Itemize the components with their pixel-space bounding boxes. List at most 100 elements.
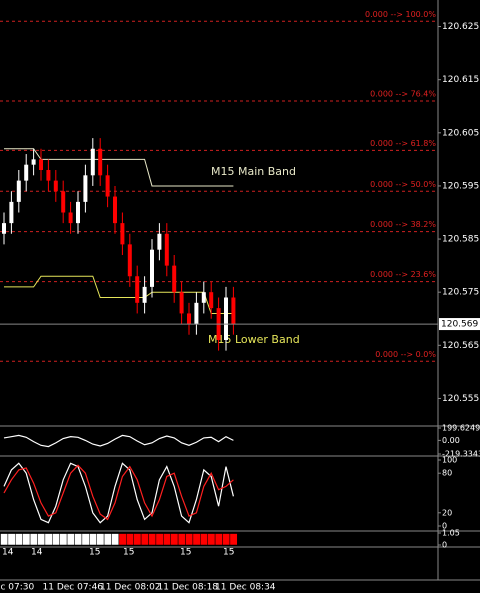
bar	[177, 533, 186, 546]
bar	[170, 533, 179, 546]
y-tick-label: 199.6249	[442, 424, 480, 433]
bar	[66, 533, 75, 546]
bar	[163, 533, 171, 546]
bar	[96, 533, 105, 546]
candle-body	[194, 302, 199, 325]
y-tick-label: -219.3343	[442, 450, 480, 459]
fib-label: 0.000 --> 0.0%	[375, 350, 436, 359]
bar	[140, 533, 149, 546]
y-tick-label: 120.625	[442, 22, 479, 32]
candle-body	[120, 223, 125, 245]
candle-body	[135, 276, 140, 303]
bar	[229, 533, 238, 546]
y-tick-label: 120.585	[442, 235, 479, 245]
y-tick-label: 120.565	[442, 341, 479, 351]
y-tick-label: 120.595	[442, 181, 479, 191]
y-tick-label: 120.575	[442, 288, 479, 298]
band-label: M15 Lower Band	[208, 333, 300, 346]
bar	[81, 533, 90, 546]
candle-body	[53, 180, 58, 192]
candle-body	[224, 297, 228, 340]
x-tick-label: 11 Dec 07:46	[43, 583, 104, 593]
current-price-box	[439, 318, 480, 331]
bar	[118, 533, 127, 546]
bar	[222, 533, 231, 546]
candle-body	[172, 265, 177, 293]
bar	[155, 533, 164, 546]
bar	[7, 533, 16, 546]
candle-body	[164, 233, 169, 266]
candle-body	[31, 159, 36, 165]
bar	[111, 533, 120, 546]
session-label: 15	[89, 548, 100, 558]
candle-body	[127, 244, 132, 277]
bar	[37, 533, 46, 546]
candle-body	[39, 159, 43, 170]
bar	[0, 533, 9, 546]
fib-label: 0.000 --> 50.0%	[370, 180, 436, 189]
candle-body	[46, 170, 51, 181]
bar	[133, 533, 142, 546]
session-label: 14	[31, 548, 43, 558]
candle-body	[105, 175, 110, 197]
candle-body	[179, 292, 184, 314]
session-label: 15	[180, 548, 191, 558]
candle-body	[76, 201, 80, 224]
bar	[44, 533, 53, 546]
bar	[22, 533, 31, 546]
bar	[185, 533, 194, 546]
current-price-label: 120.569	[441, 320, 478, 330]
candle-body	[16, 180, 21, 202]
y-tick-label: 1.05	[442, 529, 460, 538]
band-line	[4, 275, 234, 314]
candle-body	[187, 313, 191, 325]
bar	[52, 533, 60, 546]
y-tick-label: 120.605	[442, 128, 479, 138]
candle-body	[24, 164, 29, 181]
x-tick-label: Dec 07:30	[0, 583, 34, 593]
candle-body	[2, 223, 6, 234]
y-tick-label: 0	[442, 522, 447, 531]
fib-label: 0.000 --> 38.2%	[370, 220, 436, 229]
indicator-line	[3, 462, 234, 524]
bar	[148, 533, 157, 546]
bar	[214, 533, 223, 546]
y-tick-label: 80	[442, 469, 452, 478]
bar	[200, 533, 208, 546]
candle-body	[83, 175, 88, 202]
candle-body	[113, 196, 117, 224]
bar	[103, 533, 112, 546]
session-label: 15	[223, 548, 234, 558]
candle-body	[157, 233, 162, 250]
x-tick-label: 11 Dec 08:02	[100, 583, 161, 593]
y-tick-label: 20	[442, 508, 452, 517]
fib-label: 0.000 --> 61.8%	[370, 139, 436, 148]
bar	[59, 533, 68, 546]
bar	[29, 533, 38, 546]
candle-body	[150, 249, 154, 287]
fib-label: 0.000 --> 76.4%	[370, 89, 436, 98]
y-tick-label: 100	[442, 456, 457, 465]
x-tick-label: 11 Dec 08:18	[158, 583, 219, 593]
candle-body	[9, 201, 14, 224]
candle-body	[90, 148, 95, 176]
bar	[74, 533, 83, 546]
indicator-line	[3, 464, 234, 521]
candle-body	[68, 212, 73, 224]
bar	[126, 533, 134, 546]
bar	[89, 533, 97, 546]
y-tick-label: 120.555	[442, 394, 479, 404]
candle-body	[61, 191, 66, 213]
session-label: 15	[123, 548, 134, 558]
y-tick-label: 0.00	[442, 436, 460, 445]
y-tick-label: 0	[442, 541, 447, 550]
candle-body	[209, 292, 214, 309]
fib-label: 0.000 --> 23.6%	[370, 270, 436, 279]
x-tick-label: 11 Dec 08:34	[215, 583, 276, 593]
candle-body	[142, 286, 147, 303]
indicator-line	[3, 434, 234, 448]
band-label: M15 Main Band	[211, 165, 296, 178]
